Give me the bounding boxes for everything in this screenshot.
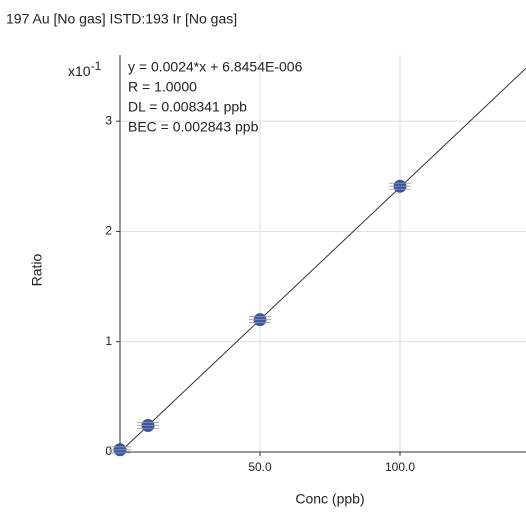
chart-title: 197 Au [No gas] ISTD:193 Ir [No gas] bbox=[6, 11, 237, 27]
x-tick-label: 100.0 bbox=[385, 460, 415, 474]
x-tick-label: 50.0 bbox=[248, 460, 272, 474]
y-tick-label: 2 bbox=[105, 224, 112, 238]
fit-line bbox=[119, 67, 526, 453]
multiplier-base: x10 bbox=[68, 63, 91, 79]
y-axis-label: Ratio bbox=[29, 253, 45, 286]
y-tick-label: 1 bbox=[105, 334, 112, 348]
annotation: BEC = 0.002843 ppb bbox=[128, 119, 259, 135]
y-tick-label: 0 bbox=[105, 444, 112, 458]
x-axis-label: Conc (ppb) bbox=[295, 491, 364, 507]
multiplier-exponent: -1 bbox=[91, 59, 102, 73]
annotation: R = 1.0000 bbox=[128, 79, 197, 95]
annotation: DL = 0.008341 ppb bbox=[128, 99, 247, 115]
annotation: y = 0.0024*x + 6.8454E-006 bbox=[128, 59, 303, 75]
y-multiplier: x10-1 bbox=[68, 59, 102, 79]
y-tick-label: 3 bbox=[105, 113, 112, 127]
